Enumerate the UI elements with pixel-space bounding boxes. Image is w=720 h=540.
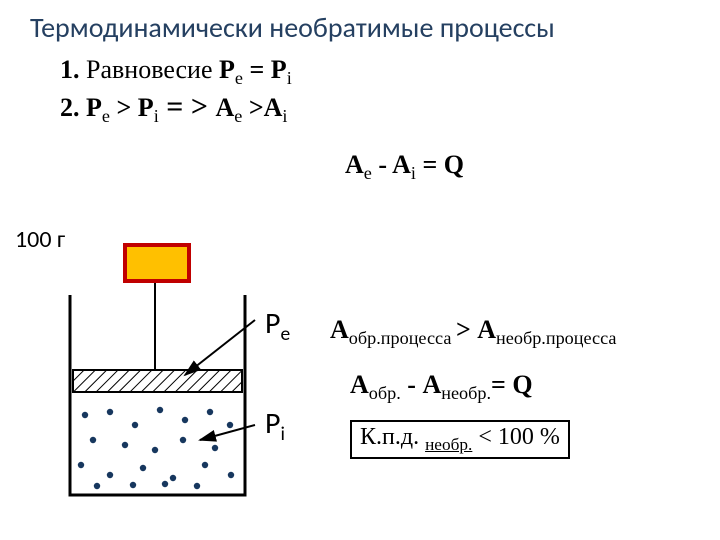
l1-eq: = xyxy=(243,55,271,84)
l1-e: e xyxy=(235,68,243,88)
l2-gt: > xyxy=(110,93,138,122)
efficiency-box: К.п.д. необр. < 100 % xyxy=(350,420,570,459)
wq-s1: обр. xyxy=(369,383,401,403)
l2-A2: A xyxy=(264,93,283,122)
pi-label: Pi xyxy=(265,405,285,446)
piston-diagram xyxy=(55,240,285,500)
l1-word: Равновесие xyxy=(86,55,219,84)
l2-arrow: = > xyxy=(159,90,216,123)
line-1-equilibrium: 1. Равновесие Pe = Pi xyxy=(60,55,292,89)
wq-A2: A xyxy=(422,370,441,399)
l2-prefix: 2. xyxy=(60,93,86,122)
eq-A2: A xyxy=(392,150,411,179)
inequality-work: Aобр.процесса > Aнеобр.процесса xyxy=(330,315,616,349)
iq-gt: > xyxy=(456,315,477,344)
wq-eq: = Q xyxy=(491,370,533,399)
pe-P: P xyxy=(265,305,281,342)
wq-minus: - xyxy=(401,370,423,399)
l1-prefix: 1. xyxy=(60,55,86,84)
kpd-lt: < 100 % xyxy=(472,424,560,450)
l2-P1: P xyxy=(86,93,102,122)
eq-minus: - xyxy=(372,150,392,179)
kpd-k: К.п.д. xyxy=(360,424,425,450)
equation-ae-ai-q: Ae - Ai = Q xyxy=(345,150,464,184)
l2-P2: P xyxy=(138,93,154,122)
iq-s2: необр.процесса xyxy=(496,328,616,348)
l2-ai: i xyxy=(282,106,287,126)
pe-sub: e xyxy=(281,322,291,346)
eq-e: e xyxy=(364,163,372,183)
l1-P1: P xyxy=(219,55,235,84)
iq-A2: A xyxy=(477,315,496,344)
kpd-sub: необр. xyxy=(425,435,472,454)
equation-work-q: Aобр. - Aнеобр.= Q xyxy=(350,370,533,404)
wq-s2: необр. xyxy=(441,383,491,403)
pi-sub: i xyxy=(281,422,285,446)
pe-label: Pe xyxy=(265,305,290,346)
iq-s1: обр.процесса xyxy=(349,328,456,348)
wq-A1: A xyxy=(350,370,369,399)
page-title: Термодинамически необратимые процессы xyxy=(30,10,555,45)
l1-P2: P xyxy=(271,55,287,84)
l2-A1: A xyxy=(215,93,234,122)
eq-A1: A xyxy=(345,150,364,179)
l2-e: e xyxy=(102,106,110,126)
line-2-inequality: 2. Pe > Pi = > Ae >Ai xyxy=(60,90,287,127)
l2-gt2: > xyxy=(242,93,263,122)
eq-Q: = Q xyxy=(416,150,464,179)
iq-A1: A xyxy=(330,315,349,344)
pi-P: P xyxy=(265,405,281,442)
l1-i: i xyxy=(287,68,292,88)
